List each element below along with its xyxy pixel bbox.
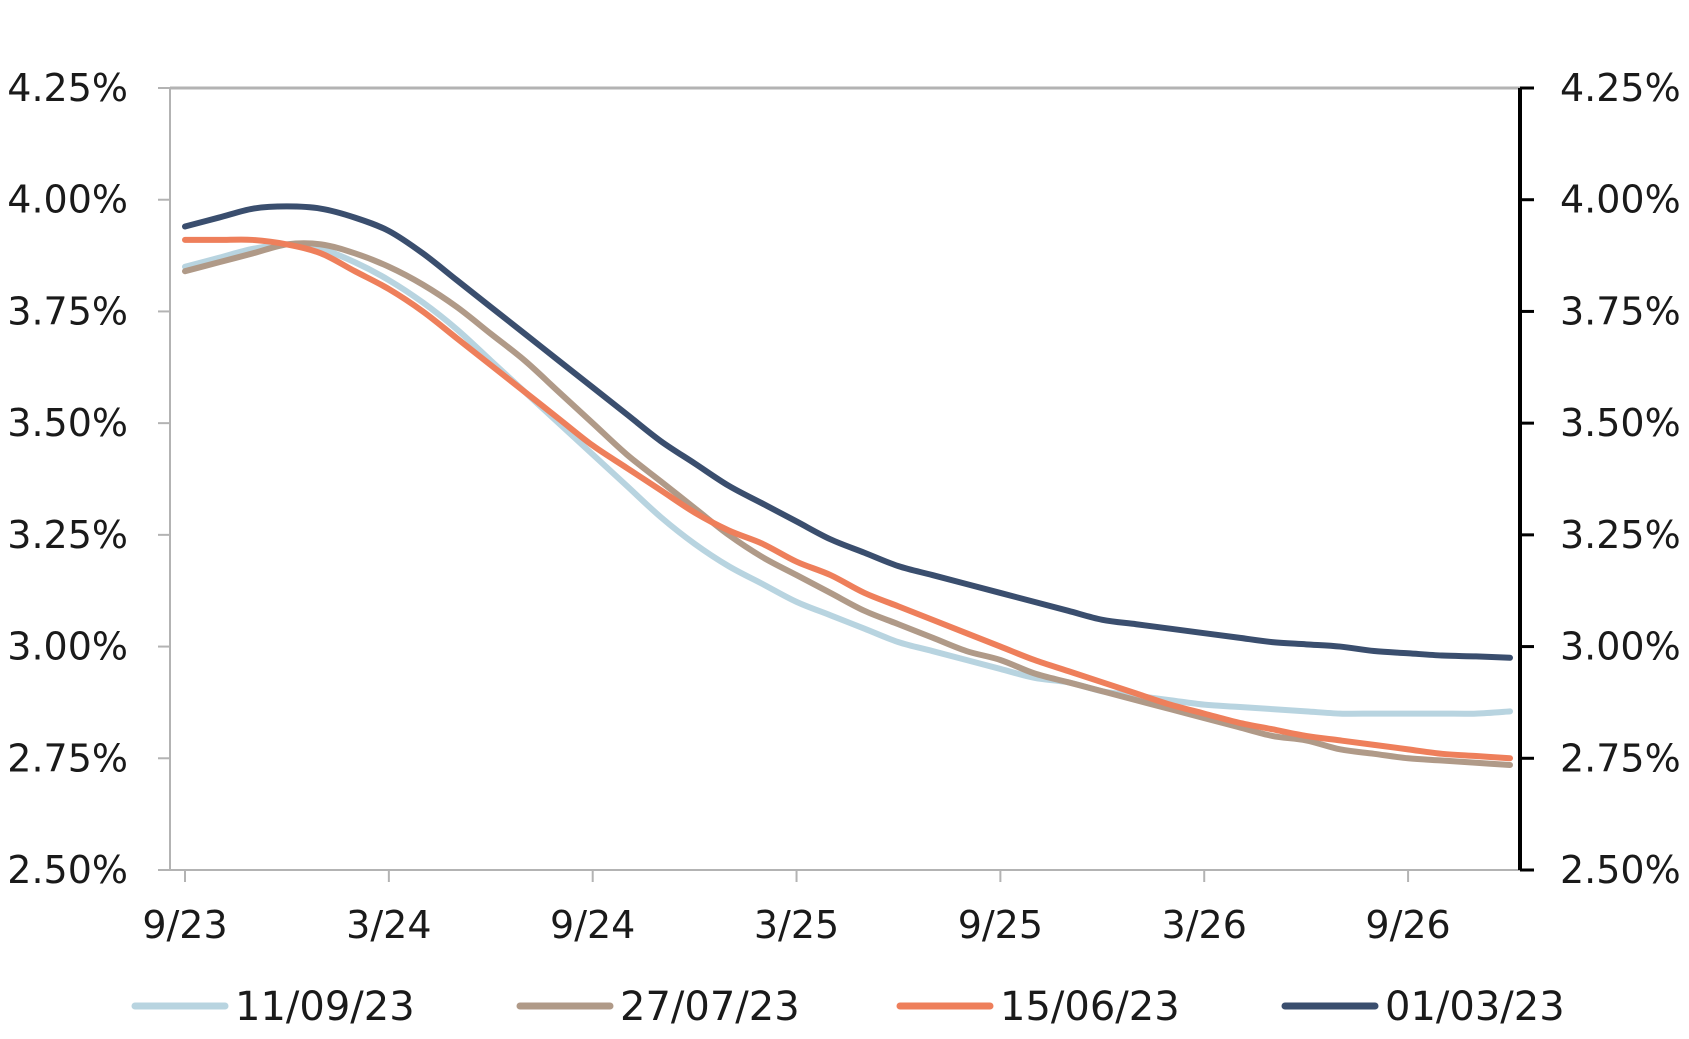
- x-tick-label: 3/26: [1162, 903, 1247, 947]
- x-tick-label: 9/25: [958, 903, 1043, 947]
- x-tick-label: 3/24: [346, 903, 431, 947]
- left-y-tick-label: 3.25%: [7, 513, 128, 557]
- series-line-15-06-23: [182, 236, 1513, 762]
- left-y-tick-label: 2.75%: [7, 736, 128, 780]
- x-axis: 9/23 3/24 9/24 3/25 9/25 3/26 9/26: [142, 870, 1451, 947]
- x-tick-label: 9/23: [142, 903, 227, 947]
- x-tick-label: 9/26: [1365, 903, 1450, 947]
- left-y-axis: 2.50% 2.75% 3.00% 3.25% 3.50% 3.75% 4.00% 4.25%: [7, 66, 170, 892]
- legend-label: 01/03/23: [1385, 984, 1565, 1030]
- legend-label: 11/09/23: [235, 984, 415, 1030]
- left-y-tick-label: 2.50%: [7, 848, 128, 892]
- right-y-axis: 2.50% 2.75% 3.00% 3.25% 3.50% 3.75% 4.00% 4.25%: [1518, 66, 1681, 892]
- left-y-tick-label: 4.00%: [7, 178, 128, 222]
- x-tick-label: 3/25: [754, 903, 839, 947]
- left-y-tick-label: 3.75%: [7, 289, 128, 333]
- legend-label: 27/07/23: [620, 984, 800, 1030]
- legend: 11/09/23 27/07/23 15/06/23 01/03/23: [131, 984, 1565, 1030]
- right-y-tick-label: 4.25%: [1560, 66, 1681, 110]
- series-line-01-03-23: [182, 203, 1513, 661]
- series-layer: [182, 203, 1513, 768]
- left-y-tick-label: 3.00%: [7, 625, 128, 669]
- right-y-tick-label: 3.00%: [1560, 625, 1681, 669]
- x-tick-label: 9/24: [550, 903, 635, 947]
- plot-frame: [169, 86, 1520, 871]
- right-y-tick-label: 3.75%: [1560, 289, 1681, 333]
- right-y-tick-label: 3.50%: [1560, 401, 1681, 445]
- left-y-tick-label: 3.50%: [7, 401, 128, 445]
- right-y-tick-label: 2.50%: [1560, 848, 1681, 892]
- legend-label: 15/06/23: [1000, 984, 1180, 1030]
- right-y-tick-label: 2.75%: [1560, 736, 1681, 780]
- right-y-tick-label: 4.00%: [1560, 178, 1681, 222]
- left-y-tick-label: 4.25%: [7, 66, 128, 110]
- series-line-27-07-23: [182, 240, 1513, 768]
- right-y-tick-label: 3.25%: [1560, 513, 1681, 557]
- series-line-11-09-23: [182, 241, 1513, 717]
